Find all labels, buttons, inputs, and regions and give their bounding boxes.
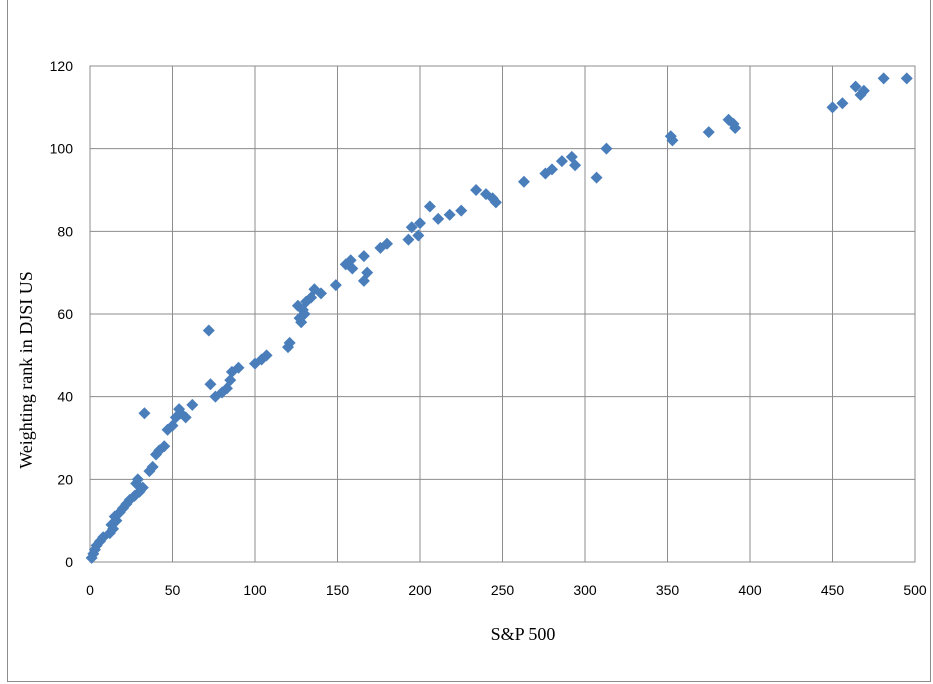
- data-point: [158, 440, 171, 453]
- x-tick-labels: 0 50 100 150 200 250 300 350 400 450 500: [86, 582, 927, 598]
- data-point: [315, 287, 327, 300]
- data-point: [412, 229, 425, 242]
- data-point: [179, 411, 192, 424]
- data-point: [729, 122, 742, 134]
- x-tick-label: 200: [408, 582, 432, 598]
- data-point: [432, 212, 445, 225]
- data-point: [600, 142, 613, 155]
- data-point: [232, 361, 245, 374]
- data-point: [346, 262, 359, 275]
- data-point: [146, 460, 159, 473]
- data-point: [414, 217, 426, 230]
- data-point: [555, 155, 568, 168]
- data-point: [489, 196, 502, 209]
- data-point: [569, 159, 582, 172]
- data-point: [138, 407, 151, 420]
- data-point: [381, 237, 393, 250]
- y-tick-label: 20: [57, 471, 73, 487]
- data-point: [344, 254, 357, 267]
- y-tick-label: 100: [50, 141, 74, 157]
- data-point: [857, 84, 870, 97]
- x-tick-label: 350: [656, 582, 680, 598]
- x-tick-label: 500: [903, 582, 927, 598]
- gridlines: [89, 65, 916, 563]
- x-axis-title: S&P 500: [491, 624, 556, 644]
- data-point: [590, 171, 603, 184]
- data-point: [204, 378, 217, 391]
- data-point: [224, 374, 237, 387]
- x-tick-label: 0: [86, 582, 94, 598]
- y-tick-label: 120: [50, 58, 74, 74]
- y-tick-labels: 0 20 40 60 80 100 120: [50, 58, 74, 570]
- data-points: [85, 72, 913, 564]
- x-tick-label: 100: [243, 582, 267, 598]
- data-point: [517, 175, 530, 188]
- data-point: [470, 184, 483, 196]
- data-point: [260, 349, 273, 362]
- data-point: [361, 266, 374, 279]
- y-axis-title: Weighting rank in DJSI US: [16, 271, 36, 469]
- x-tick-label: 250: [491, 582, 515, 598]
- y-tick-label: 80: [57, 223, 73, 239]
- data-point: [131, 473, 144, 486]
- data-point: [357, 250, 370, 263]
- data-point: [836, 97, 849, 110]
- data-point: [849, 80, 862, 93]
- data-point: [546, 163, 558, 176]
- data-point: [402, 233, 415, 246]
- data-point: [113, 506, 126, 519]
- y-tick-label: 60: [57, 306, 73, 322]
- data-point: [329, 279, 342, 292]
- data-point: [423, 200, 436, 213]
- data-point: [826, 101, 839, 114]
- x-tick-label: 150: [326, 582, 350, 598]
- data-point: [455, 204, 468, 217]
- x-tick-label: 300: [573, 582, 597, 598]
- y-tick-label: 0: [65, 554, 73, 570]
- data-point: [900, 72, 913, 85]
- x-tick-label: 50: [165, 582, 181, 598]
- data-point: [702, 126, 715, 139]
- y-tick-label: 40: [57, 389, 73, 405]
- data-point: [173, 403, 186, 416]
- data-point: [202, 324, 215, 337]
- data-point: [877, 72, 890, 85]
- data-point: [283, 336, 296, 349]
- data-point: [443, 208, 456, 221]
- data-point: [186, 398, 199, 411]
- data-point: [405, 221, 418, 234]
- data-point: [666, 134, 679, 147]
- x-tick-label: 450: [821, 582, 845, 598]
- x-tick-label: 400: [738, 582, 762, 598]
